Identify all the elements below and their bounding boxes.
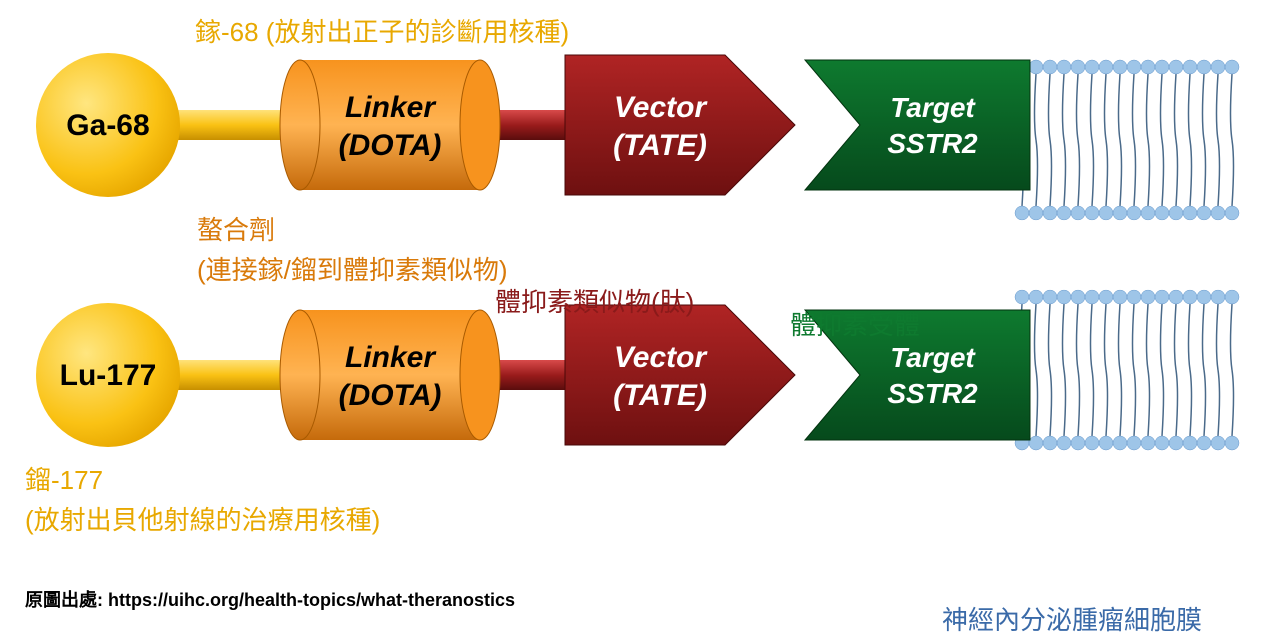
annotation-2: (連接鎵/鎦到體抑素類似物) xyxy=(197,250,508,287)
svg-text:Vector: Vector xyxy=(614,341,709,374)
svg-text:Ga-68: Ga-68 xyxy=(66,109,149,142)
svg-text:Linker: Linker xyxy=(345,91,437,124)
svg-text:Linker: Linker xyxy=(345,341,437,374)
svg-text:Target: Target xyxy=(890,92,976,123)
annotation-5: 鎦-177 xyxy=(25,460,103,497)
svg-text:Lu-177: Lu-177 xyxy=(60,359,157,392)
svg-text:SSTR2: SSTR2 xyxy=(887,128,978,159)
annotation-7: 神經內分泌腫瘤細胞膜 xyxy=(942,600,1202,637)
svg-text:(DOTA): (DOTA) xyxy=(339,379,442,412)
annotation-1: 螯合劑 xyxy=(197,210,275,247)
annotation-4: 體抑素受體 xyxy=(790,305,920,342)
annotation-3: 體抑素類似物(肽) xyxy=(495,282,694,319)
svg-text:(DOTA): (DOTA) xyxy=(339,129,442,162)
svg-text:Target: Target xyxy=(890,342,976,373)
source-citation: 原圖出處: https://uihc.org/health-topics/wha… xyxy=(25,586,515,612)
annotation-6: (放射出貝他射線的治療用核種) xyxy=(25,500,380,537)
svg-text:(TATE): (TATE) xyxy=(613,379,707,412)
svg-text:SSTR2: SSTR2 xyxy=(887,378,978,409)
membrane xyxy=(1010,60,1250,450)
molecule-row-0: Target SSTR2 Vector (TATE) Linker (DOTA) Ga-68 xyxy=(36,53,1030,197)
svg-text:(TATE): (TATE) xyxy=(613,129,707,162)
svg-text:Vector: Vector xyxy=(614,91,709,124)
annotation-0: 鎵-68 (放射出正子的診斷用核種) xyxy=(195,12,569,49)
